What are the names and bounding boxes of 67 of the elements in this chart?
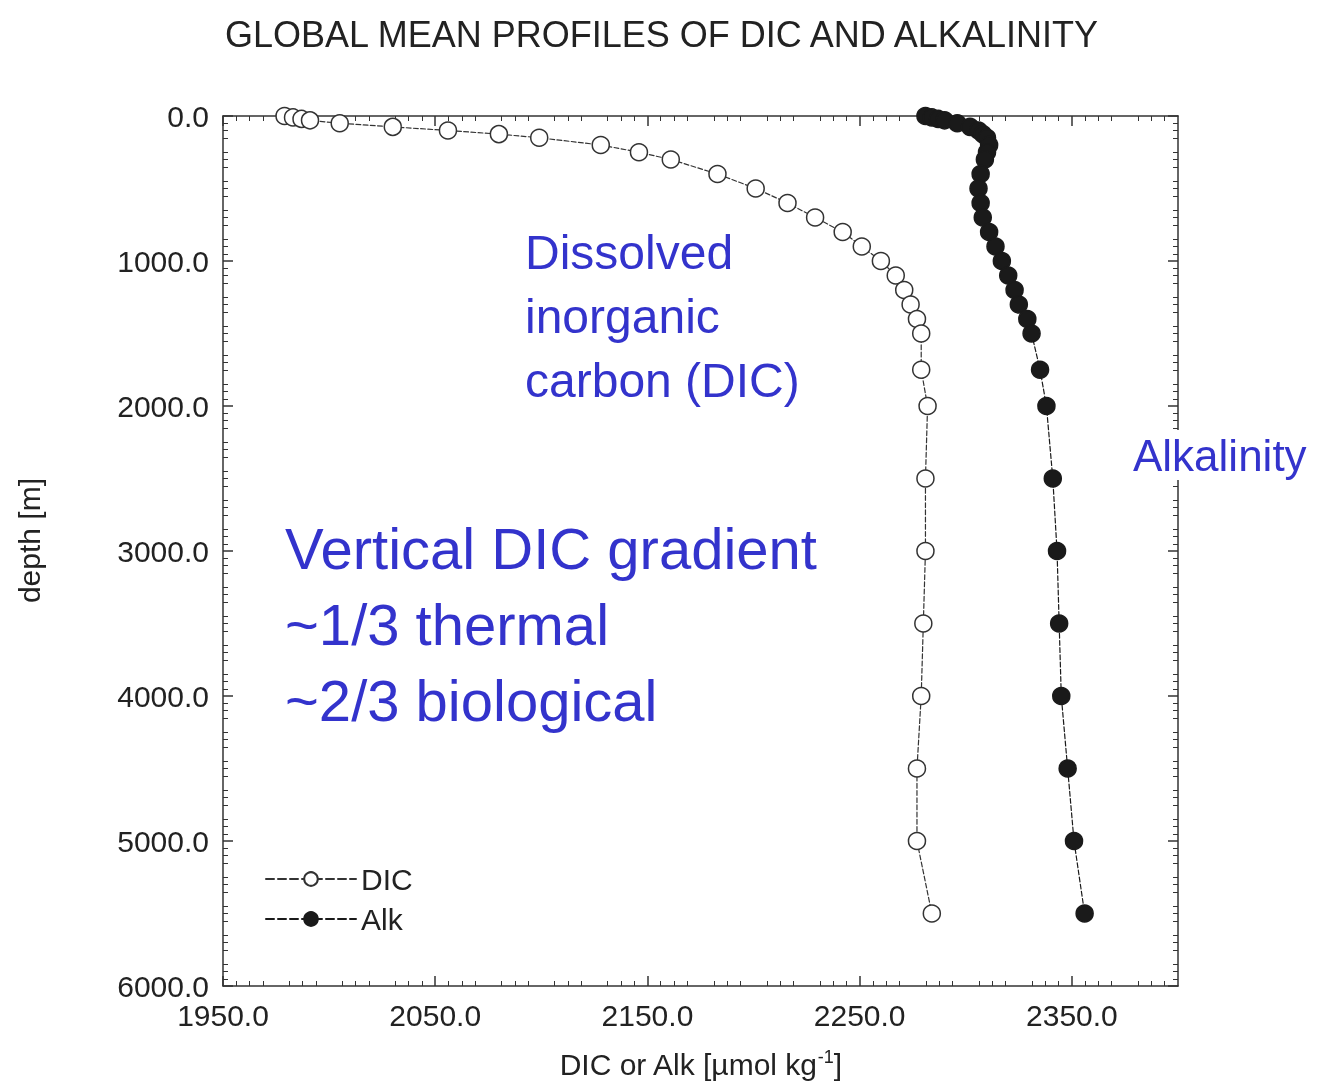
point — [708, 164, 727, 184]
y-tick-label: 3000.0 — [117, 534, 209, 568]
x-tick-label: 2150.0 — [601, 998, 694, 1032]
point — [629, 143, 649, 162]
point — [895, 280, 914, 300]
point — [986, 237, 1005, 256]
y-tick-label: 2000.0 — [117, 389, 209, 423]
point — [992, 251, 1012, 271]
point — [591, 135, 611, 155]
x-tick-label: 2050.0 — [389, 998, 482, 1032]
point — [1049, 614, 1069, 633]
point — [969, 179, 988, 198]
point — [911, 360, 931, 379]
point — [1037, 396, 1056, 416]
point — [914, 614, 933, 633]
point — [383, 117, 403, 137]
y-axis-title: depth [m] — [12, 477, 46, 604]
point — [852, 237, 872, 256]
point — [901, 295, 920, 314]
point — [833, 222, 852, 242]
y-tick-label: 4000.0 — [117, 679, 209, 713]
point — [1018, 309, 1037, 329]
x-tick-label: 2250.0 — [813, 998, 906, 1032]
y-tick-label: 0.0 — [167, 99, 209, 133]
annotation: Dissolved inorganic carbon (DIC) — [525, 225, 800, 407]
x-tick-label: 2350.0 — [1026, 998, 1118, 1032]
point — [975, 150, 995, 169]
y-tick-label: 1000.0 — [117, 244, 209, 278]
annotation: Alkalinity — [1133, 430, 1307, 480]
point — [1075, 904, 1094, 923]
point — [907, 831, 927, 851]
point — [661, 150, 681, 169]
legend-label: Alk — [361, 902, 404, 936]
legend-label: DIC — [361, 862, 413, 896]
point — [998, 266, 1018, 285]
point — [886, 266, 905, 285]
point — [1058, 759, 1077, 778]
point — [871, 251, 891, 271]
point — [973, 208, 993, 227]
point — [1064, 831, 1084, 851]
point — [916, 469, 935, 488]
point — [1005, 280, 1024, 300]
point — [1043, 469, 1063, 488]
point — [911, 686, 931, 706]
point — [1030, 360, 1050, 379]
point — [746, 179, 765, 198]
point — [979, 222, 999, 242]
point — [918, 396, 937, 416]
point — [330, 114, 349, 133]
point — [1022, 324, 1041, 343]
point — [529, 128, 549, 147]
point — [1009, 295, 1029, 314]
point — [489, 124, 509, 144]
point — [907, 309, 927, 329]
point — [300, 111, 320, 130]
point — [1047, 541, 1067, 561]
point — [778, 193, 797, 213]
chart-title: GLOBAL MEAN PROFILES OF DIC AND ALKALINITY — [225, 13, 1098, 55]
annotation: Vertical DIC gradient ~1/3 thermal ~2/3 biological — [285, 515, 817, 733]
point — [911, 324, 931, 343]
point — [1052, 686, 1071, 706]
point — [907, 759, 927, 778]
point — [916, 541, 935, 561]
y-tick-label: 5000.0 — [117, 824, 209, 858]
point — [805, 208, 825, 227]
point — [438, 121, 458, 140]
point — [922, 904, 942, 923]
